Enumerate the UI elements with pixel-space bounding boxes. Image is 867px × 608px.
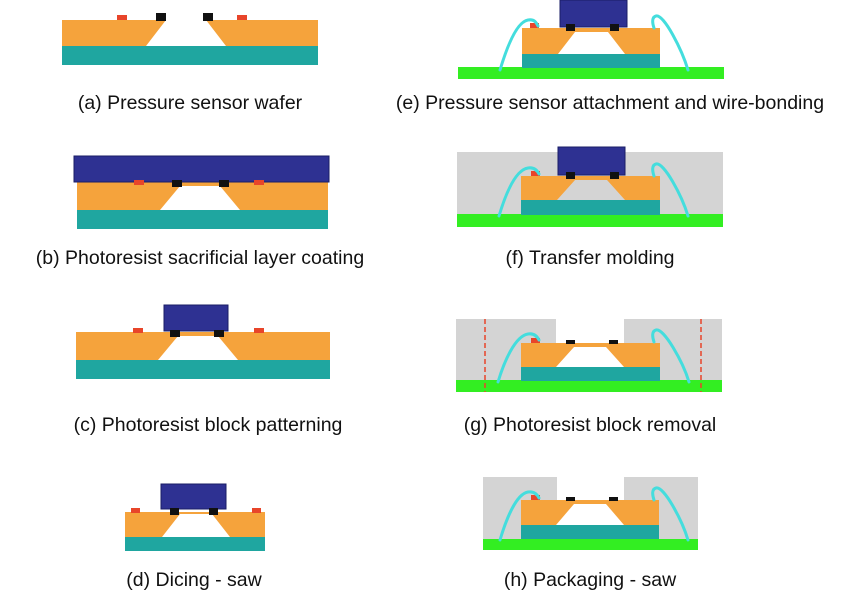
step-h-drawing xyxy=(483,477,698,550)
photoresist-block xyxy=(557,146,626,176)
bond-pad xyxy=(530,23,539,28)
bond-pad xyxy=(531,495,540,500)
substrate xyxy=(483,539,698,550)
bond-pad xyxy=(531,338,540,343)
mold-compound xyxy=(624,319,722,382)
step-g-drawing xyxy=(456,319,722,392)
silicon-layer xyxy=(76,332,330,360)
contact xyxy=(156,13,166,21)
caption-a: (a) Pressure sensor wafer xyxy=(77,92,303,114)
glass-layer xyxy=(77,210,328,229)
glass-layer xyxy=(62,46,318,65)
contact xyxy=(170,330,180,337)
silicon-layer xyxy=(521,176,660,200)
step-a-drawing xyxy=(62,13,318,65)
contact xyxy=(609,497,618,501)
bond-pad xyxy=(237,15,247,20)
silicon-layer xyxy=(521,500,659,525)
bond-pad xyxy=(117,15,127,20)
caption-c: (c) Photoresist block patterning xyxy=(73,414,343,436)
substrate xyxy=(458,67,724,79)
contact xyxy=(610,24,619,31)
step-c-drawing xyxy=(76,304,330,379)
bond-pad xyxy=(531,171,540,176)
contact xyxy=(609,340,618,344)
step-d-drawing xyxy=(125,483,265,551)
silicon-layer xyxy=(522,28,660,54)
glass-layer xyxy=(125,537,265,551)
bond-pad xyxy=(254,180,264,185)
substrate xyxy=(457,214,723,227)
step-b-drawing xyxy=(73,155,330,229)
mold-compound xyxy=(624,477,698,540)
bond-wire-left xyxy=(498,490,541,542)
bond-wire-left xyxy=(497,166,541,218)
bond-pad xyxy=(134,180,144,185)
contact xyxy=(203,13,213,21)
caption-b: (b) Photoresist sacrificial layer coatin… xyxy=(35,247,365,269)
bond-pad xyxy=(131,508,140,513)
glass-layer xyxy=(521,525,659,539)
substrate xyxy=(456,380,722,392)
step-e-drawing xyxy=(458,0,724,79)
bond-pad xyxy=(133,328,143,333)
contact xyxy=(566,24,575,31)
caption-g: (g) Photoresist block removal xyxy=(463,414,717,436)
bond-wire-right xyxy=(651,328,691,384)
photoresist-block xyxy=(163,304,229,332)
photoresist-layer xyxy=(73,155,330,183)
silicon-layer xyxy=(125,512,265,537)
glass-layer xyxy=(76,360,330,379)
glass-layer xyxy=(522,54,660,68)
caption-h: (h) Packaging - saw xyxy=(503,569,677,591)
mold-compound xyxy=(483,477,557,540)
silicon-layer xyxy=(77,182,328,210)
bond-pad xyxy=(254,328,264,333)
contact xyxy=(566,497,575,501)
silicon-layer xyxy=(62,20,318,46)
bond-pad xyxy=(252,508,261,513)
bond-wire-right xyxy=(651,14,690,72)
bond-wire-right xyxy=(651,162,690,218)
contact xyxy=(170,508,179,515)
contact xyxy=(219,180,229,187)
contact xyxy=(610,172,619,179)
contact xyxy=(209,508,218,515)
bond-wire-left xyxy=(496,332,541,384)
contact xyxy=(566,340,575,344)
glass-layer xyxy=(521,367,660,381)
photoresist-block xyxy=(160,483,227,510)
photoresist-block xyxy=(559,0,628,28)
contact xyxy=(214,330,224,337)
caption-f: (f) Transfer molding xyxy=(505,247,675,269)
contact xyxy=(566,172,575,179)
caption-d: (d) Dicing - saw xyxy=(126,569,262,591)
silicon-layer xyxy=(521,343,660,367)
glass-layer xyxy=(521,200,660,215)
bond-wire-right xyxy=(651,486,690,542)
contact xyxy=(172,180,182,187)
step-f-drawing xyxy=(457,146,723,227)
bond-wire-left xyxy=(498,18,540,72)
caption-e: (e) Pressure sensor attachment and wire-… xyxy=(395,92,825,114)
